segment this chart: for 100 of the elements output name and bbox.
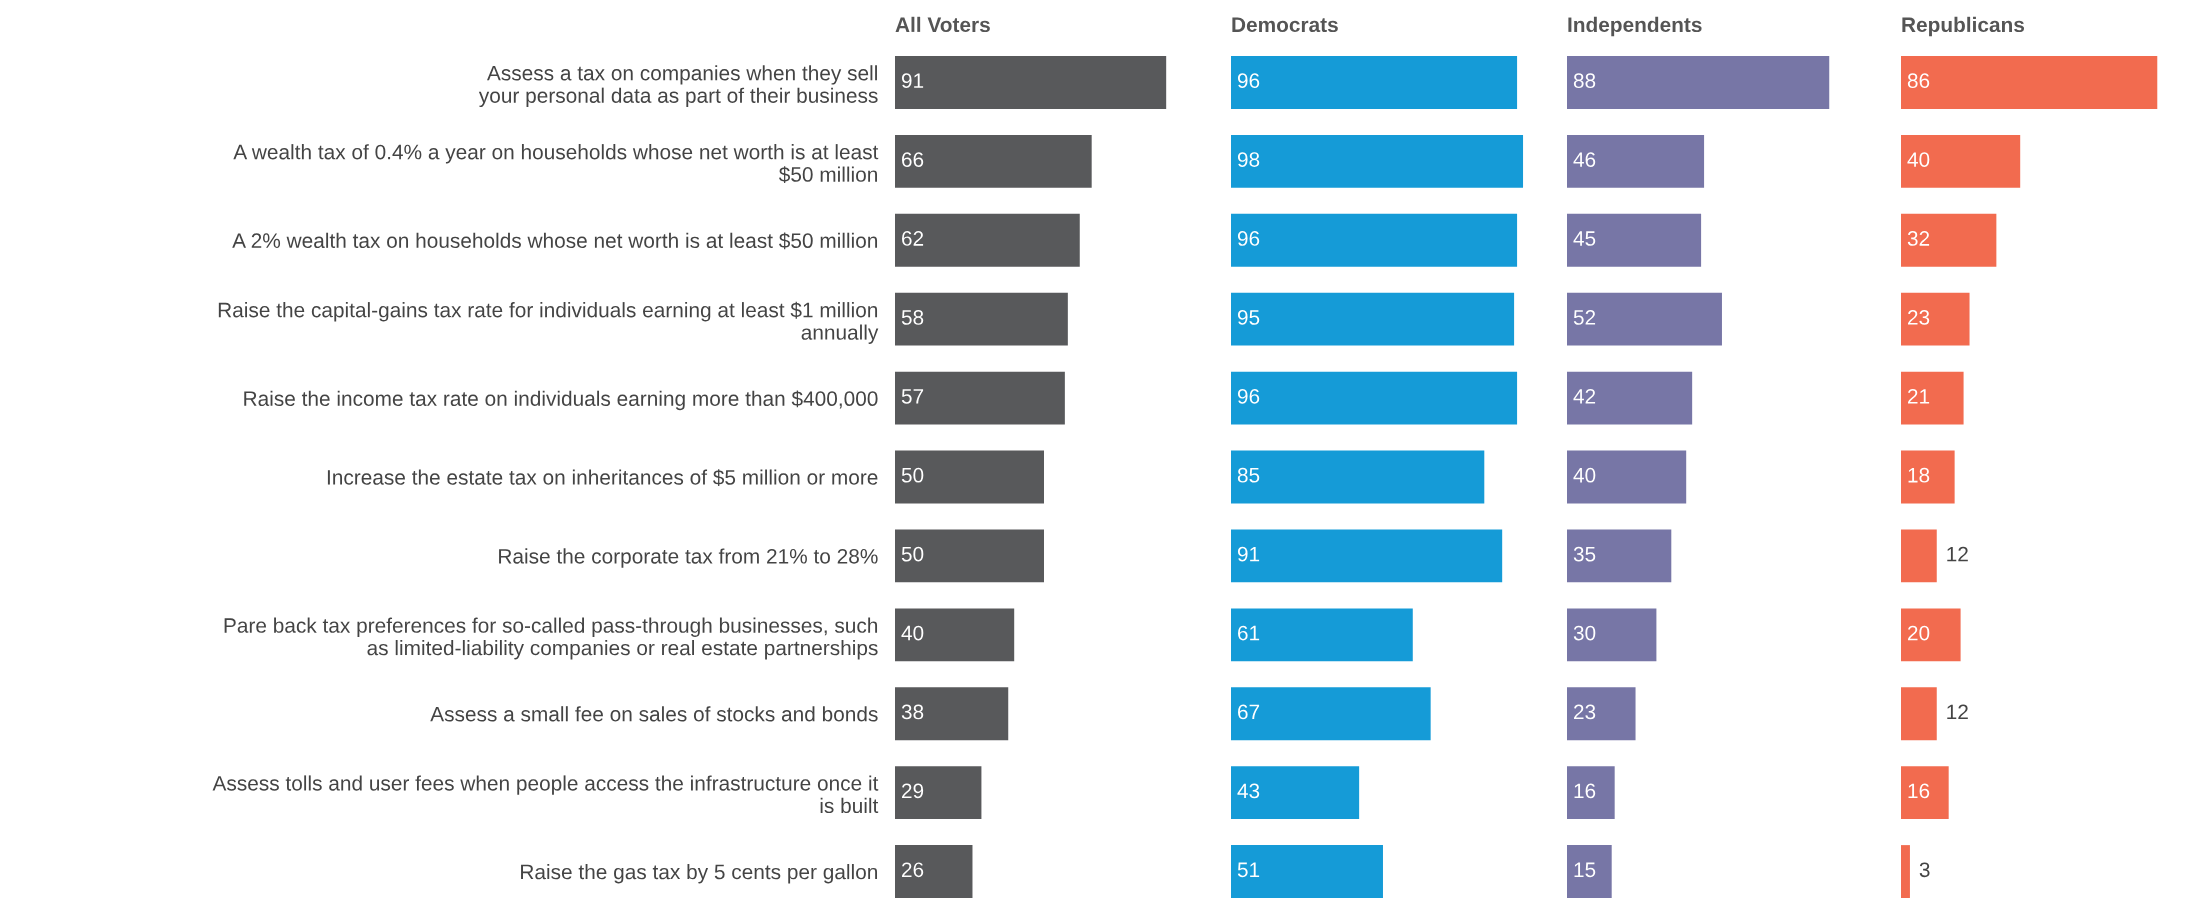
- y-tick-label: A 2% wealth tax on households whose net worth is at least $50 million: [232, 232, 878, 250]
- bar: [1901, 766, 1949, 820]
- y-tick-label: Raise the corporate tax from 21% to 28%: [499, 548, 878, 568]
- data-label: 96: [1237, 73, 1260, 89]
- data-label: 20: [1908, 625, 1930, 641]
- data-label: 52: [1573, 310, 1596, 325]
- bar: [1567, 371, 1693, 425]
- bar: [1901, 292, 1970, 346]
- data-label: 21: [1908, 388, 1930, 404]
- bar: [895, 766, 982, 820]
- chart-title: All Voters: [895, 16, 990, 33]
- y-tick-label: Raise the income tax rate on individuals earning more than $400,000: [244, 390, 878, 411]
- bar: [1901, 450, 1955, 504]
- chart-title: Republicans: [1902, 16, 2025, 37]
- bar: [895, 687, 1009, 741]
- bar: [1567, 687, 1636, 741]
- bar: [895, 371, 1065, 425]
- data-label: 29: [902, 783, 924, 799]
- data-label: 98: [1237, 152, 1260, 167]
- y-tick-label: Pare back tax preferences for so-called pass-through businesses, such as limited-liability companies or real estate partnerships: [224, 617, 878, 660]
- data-label: 16: [1574, 783, 1596, 799]
- bar: [1567, 608, 1657, 662]
- bar: [895, 608, 1015, 662]
- data-label: 35: [1573, 546, 1596, 562]
- bar: [1231, 134, 1524, 188]
- bar: [1901, 371, 1964, 425]
- data-label: 38: [901, 704, 924, 720]
- data-label: 50: [901, 467, 924, 483]
- bar: [1901, 529, 1937, 583]
- data-label: 51: [1237, 862, 1260, 878]
- y-tick-label: A wealth tax of 0.4% a year on households whose net worth is at least $50 million: [233, 144, 879, 184]
- data-label: 85: [1237, 467, 1260, 483]
- data-label: 45: [1573, 231, 1596, 246]
- chart-title: Democrats: [1232, 17, 1338, 33]
- bar: [1231, 687, 1431, 741]
- y-tick-label: Raise the capital-gains tax rate for individuals earning at least $1 million annually: [218, 301, 879, 344]
- data-label: 40: [1907, 152, 1930, 167]
- bar: [1901, 608, 1961, 662]
- bar: [895, 529, 1044, 583]
- data-label: 40: [1573, 467, 1596, 483]
- data-label: 30: [1573, 625, 1596, 641]
- bar: [1231, 213, 1518, 267]
- bar: [895, 292, 1068, 346]
- data-label: 40: [901, 625, 924, 641]
- y-tick-label: Assess tolls and user fees when people access the infrastructure once it is built: [212, 775, 879, 814]
- bar: [895, 845, 973, 898]
- data-label: 26: [902, 862, 924, 878]
- y-tick-label: Increase the estate tax on inheritances of $5 million or more: [327, 469, 878, 486]
- data-label: 62: [902, 231, 924, 246]
- bar: [895, 213, 1080, 267]
- data-label: 23: [1574, 704, 1596, 720]
- data-label: 91: [901, 73, 924, 89]
- data-label: 12: [1947, 546, 1968, 562]
- bar: [1231, 292, 1515, 346]
- bar: [1231, 56, 1518, 109]
- bar: [1231, 608, 1413, 662]
- data-label: 32: [1907, 231, 1930, 246]
- bar: [1567, 56, 1830, 109]
- bar: [1901, 687, 1937, 741]
- data-label: 16: [1908, 783, 1930, 799]
- bar: [895, 450, 1044, 504]
- data-label: 58: [901, 310, 924, 325]
- data-label: 42: [1573, 388, 1596, 404]
- data-label: 12: [1947, 704, 1968, 720]
- bar: [1901, 213, 1997, 267]
- bar: [895, 56, 1167, 109]
- bar: [1231, 371, 1518, 425]
- bar: [1567, 529, 1672, 583]
- bar: [1567, 450, 1687, 504]
- y-tick-label: Assess a small fee on sales of stocks and bonds: [430, 706, 878, 722]
- data-label: 61: [1238, 625, 1260, 641]
- data-label: 67: [1238, 704, 1260, 720]
- bar: [1231, 845, 1383, 898]
- data-label: 46: [1573, 152, 1596, 167]
- chart-title: Independents: [1568, 16, 1702, 37]
- bar: [1901, 134, 2021, 188]
- bar: [1567, 845, 1612, 898]
- bar: [1567, 292, 1722, 346]
- data-label: 43: [1237, 783, 1260, 799]
- bar: [1567, 766, 1615, 820]
- data-label: 66: [902, 152, 924, 167]
- bar: [1901, 845, 1910, 898]
- data-label: 96: [1237, 231, 1260, 246]
- data-label: 96: [1237, 388, 1260, 404]
- data-label: 50: [901, 546, 924, 562]
- bar: [1231, 766, 1360, 820]
- data-label: 57: [901, 389, 924, 404]
- bar: [1567, 213, 1702, 267]
- data-label: 18: [1908, 467, 1930, 483]
- data-label: 15: [1574, 862, 1596, 878]
- bar: [1901, 56, 2158, 109]
- data-label: 86: [1907, 73, 1930, 89]
- bar: [1231, 529, 1503, 583]
- data-label: 88: [1573, 73, 1596, 89]
- y-tick-label: Assess a tax on companies when they sell your personal data as part of their business: [478, 65, 878, 108]
- data-label: 91: [1237, 546, 1260, 562]
- bar: [895, 134, 1092, 188]
- data-label: 3: [1919, 862, 1930, 878]
- data-label: 95: [1237, 310, 1260, 325]
- data-label: 23: [1908, 310, 1930, 325]
